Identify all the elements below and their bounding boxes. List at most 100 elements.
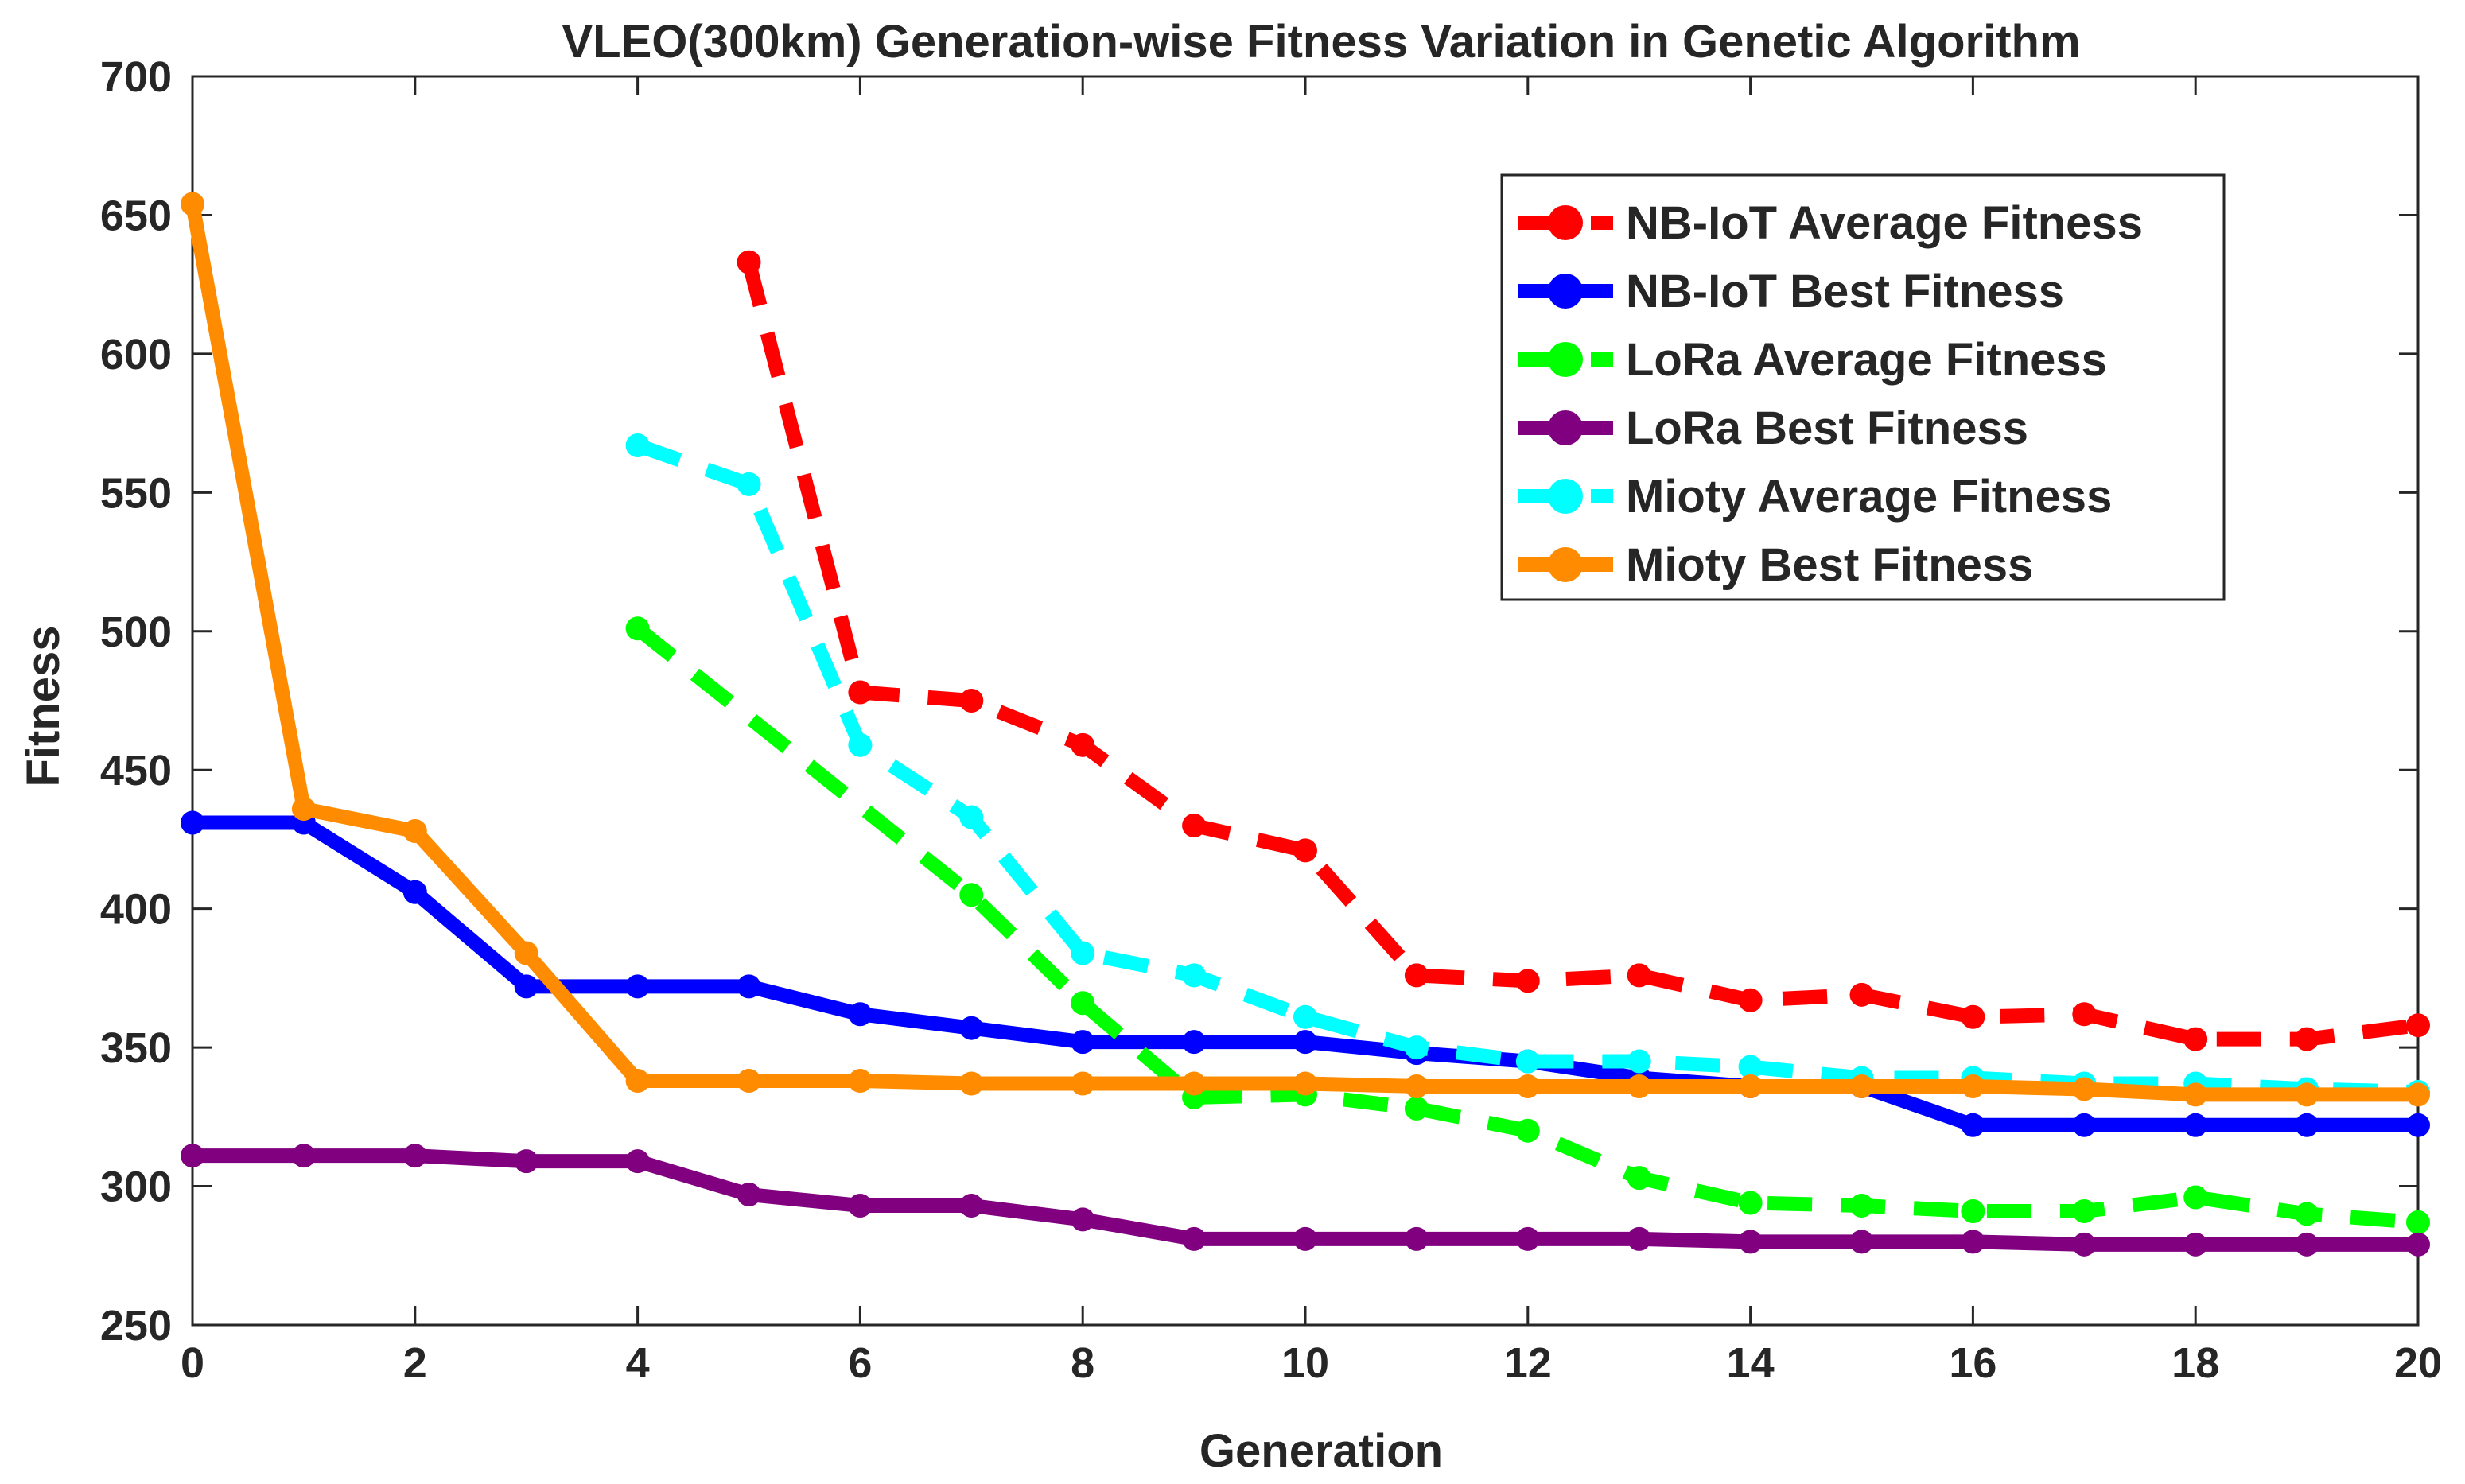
data-point xyxy=(1627,963,1651,988)
data-point xyxy=(737,472,761,496)
data-point xyxy=(2072,1077,2097,1101)
data-point xyxy=(1182,1226,1207,1251)
legend-entry: NB-IoT Best Fitness xyxy=(1518,266,2064,317)
data-point xyxy=(1515,1074,1540,1098)
data-point xyxy=(1738,1191,1763,1215)
data-point xyxy=(1849,1193,1874,1218)
x-tick-label: 4 xyxy=(626,1339,650,1387)
legend-swatch-marker xyxy=(1548,547,1583,582)
data-point xyxy=(1961,1004,1985,1029)
x-tick-label: 2 xyxy=(403,1339,427,1387)
data-point xyxy=(2406,1082,2430,1107)
data-point xyxy=(1738,1230,1763,1254)
data-point xyxy=(1738,1074,1763,1098)
data-point xyxy=(1849,982,1874,1007)
data-point xyxy=(1627,1049,1651,1074)
plot-series xyxy=(181,192,2430,1257)
data-point xyxy=(291,797,316,822)
data-point xyxy=(1293,1226,1317,1251)
data-point xyxy=(2406,1232,2430,1257)
legend-label: Mioty Average Fitness xyxy=(1626,471,2112,523)
data-point xyxy=(1515,1118,1540,1143)
y-tick-label: 400 xyxy=(100,886,172,934)
data-point xyxy=(848,732,873,757)
y-tick-label: 350 xyxy=(100,1024,172,1072)
data-point xyxy=(514,974,538,999)
series-nb-iot-average-fitness xyxy=(737,250,2430,1051)
legend-swatch-marker xyxy=(1548,205,1583,240)
data-point xyxy=(959,1071,984,1096)
data-point xyxy=(1627,1226,1651,1251)
data-point xyxy=(625,1149,650,1174)
x-tick-label: 20 xyxy=(2394,1339,2442,1387)
y-tick-label: 650 xyxy=(100,192,172,239)
data-point xyxy=(181,1144,204,1168)
x-tick-label: 16 xyxy=(1949,1339,1996,1387)
data-point xyxy=(848,1002,873,1027)
data-point xyxy=(625,616,650,641)
x-axis-label: Generation xyxy=(1199,1425,1443,1477)
data-point xyxy=(1071,732,1095,757)
data-point xyxy=(1071,1071,1095,1096)
data-point xyxy=(181,192,204,216)
data-point xyxy=(959,1193,984,1218)
data-point xyxy=(1293,1004,1317,1029)
data-point xyxy=(1071,1030,1095,1055)
data-point xyxy=(402,1144,427,1168)
data-point xyxy=(2072,1232,2097,1257)
legend-label: LoRa Average Fitness xyxy=(1626,334,2107,386)
series-line xyxy=(635,438,2419,1099)
y-tick-label: 450 xyxy=(100,747,172,794)
data-point xyxy=(959,1016,984,1040)
data-point xyxy=(2183,1027,2208,1051)
x-tick-label: 10 xyxy=(1281,1339,1329,1387)
y-tick-label: 700 xyxy=(100,53,172,101)
data-point xyxy=(1071,991,1095,1016)
x-tick-label: 18 xyxy=(2171,1339,2219,1387)
data-point xyxy=(2072,1113,2097,1137)
data-point xyxy=(514,1149,538,1174)
data-point xyxy=(402,880,427,904)
data-point xyxy=(2183,1113,2208,1137)
data-point xyxy=(2406,1113,2430,1137)
data-point xyxy=(2295,1027,2319,1051)
data-point xyxy=(625,974,650,999)
data-point xyxy=(2406,1013,2430,1038)
legend-label: NB-IoT Average Fitness xyxy=(1626,197,2143,249)
data-point xyxy=(625,1068,650,1093)
data-point xyxy=(1961,1230,1985,1254)
data-point xyxy=(1961,1198,1985,1223)
data-point xyxy=(2295,1202,2319,1226)
data-point xyxy=(1182,814,1207,837)
data-point xyxy=(848,680,873,705)
legend-entry: Mioty Best Fitness xyxy=(1518,539,2033,591)
legend-swatch-marker xyxy=(1548,410,1583,445)
legend-entry: LoRa Average Fitness xyxy=(1518,334,2107,386)
data-point xyxy=(1182,1071,1207,1096)
data-point xyxy=(625,433,650,458)
data-point xyxy=(1182,963,1207,988)
data-point xyxy=(2072,1198,2097,1223)
y-tick-label: 250 xyxy=(100,1302,172,1350)
y-axis-label: Fitness xyxy=(17,625,69,787)
legend-entry: LoRa Best Fitness xyxy=(1518,402,2028,454)
data-point xyxy=(959,805,984,829)
data-point xyxy=(1849,1074,1874,1098)
data-point xyxy=(1515,1226,1540,1251)
legend-swatch-marker xyxy=(1548,274,1583,309)
data-point xyxy=(737,250,761,274)
series-line xyxy=(741,260,2420,1047)
data-point xyxy=(959,689,984,713)
data-point xyxy=(1404,1035,1429,1060)
data-point xyxy=(848,1193,873,1218)
data-point xyxy=(1071,1207,1095,1232)
data-point xyxy=(2295,1082,2319,1107)
data-point xyxy=(1627,1074,1651,1098)
x-tick-label: 0 xyxy=(181,1339,204,1387)
data-point xyxy=(1515,1049,1540,1074)
data-point xyxy=(2183,1082,2208,1107)
data-point xyxy=(181,810,204,835)
data-point xyxy=(1071,941,1095,965)
data-point xyxy=(1961,1074,1985,1098)
